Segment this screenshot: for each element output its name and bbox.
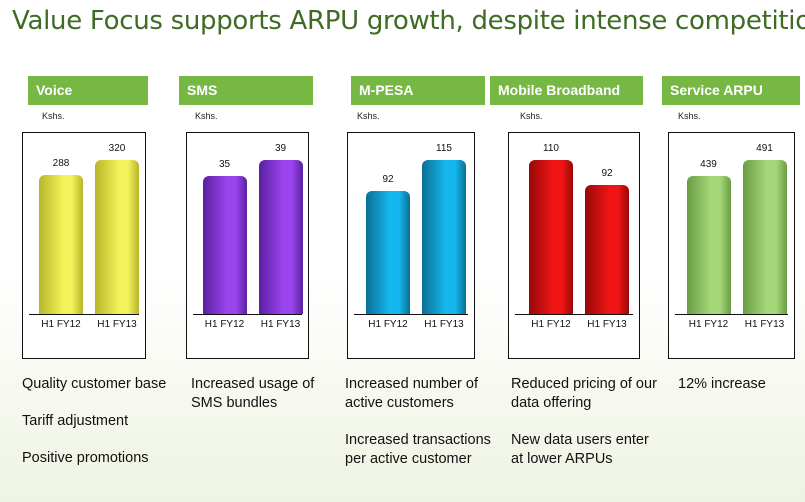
tick-label: H1 FY12: [688, 319, 729, 330]
x-axis: [354, 314, 468, 315]
commentary: Increased usage of SMS bundles: [191, 375, 331, 431]
note: Increased transactions per active custom…: [345, 432, 491, 467]
note: Positive promotions: [22, 450, 149, 466]
chart-box: 92 H1 FY12 115 H1 FY13: [347, 132, 475, 359]
tick-label: H1 FY13: [260, 319, 301, 330]
tick-label: H1 FY13: [744, 319, 785, 330]
x-axis: [515, 314, 633, 315]
note: 12% increase: [678, 376, 766, 392]
data-label: 35: [218, 159, 231, 170]
chart-title: SMS: [179, 76, 313, 105]
unit-label: Kshs.: [520, 111, 543, 121]
unit-label: Kshs.: [357, 111, 380, 121]
chart-title: Voice: [28, 76, 148, 105]
bar: [422, 160, 466, 314]
commentary: Increased number of active customers Incr…: [345, 375, 495, 487]
slide-title: Value Focus supports ARPU growth, despit…: [12, 6, 805, 36]
data-label: 288: [52, 158, 70, 169]
unit-label: Kshs.: [678, 111, 701, 121]
bar: [258, 160, 303, 314]
chart-box: 288 H1 FY12 320 H1 FY13: [22, 132, 146, 359]
tick-label: H1 FY12: [531, 319, 571, 330]
bar: [529, 160, 573, 314]
tick-label: H1 FY13: [587, 319, 627, 330]
data-label: 439: [700, 159, 717, 170]
note: Tariff adjustment: [22, 413, 129, 429]
chart-title: M-PESA: [351, 76, 485, 105]
note: Increased number of active customers: [345, 376, 478, 411]
bar: [202, 176, 247, 314]
data-label: 92: [601, 168, 613, 179]
unit-label: Kshs.: [195, 111, 218, 121]
tick-label: H1 FY12: [41, 319, 81, 330]
chart-box: 35 H1 FY12 39 H1 FY13: [186, 132, 309, 359]
x-axis: [29, 314, 139, 315]
x-axis: [193, 314, 302, 315]
note: New data users enter at lower ARPUs: [511, 432, 649, 467]
unit-label: Kshs.: [42, 111, 65, 121]
data-label: 39: [274, 143, 287, 154]
tick-label: H1 FY12: [368, 319, 408, 330]
tick-label: H1 FY12: [204, 319, 245, 330]
bar: [366, 191, 410, 314]
bar: [686, 176, 731, 314]
note: Increased usage of SMS bundles: [191, 376, 315, 411]
note: Reduced pricing of our data offering: [511, 376, 657, 411]
commentary: Reduced pricing of our data offering New …: [511, 375, 661, 487]
note: Quality customer base: [22, 376, 167, 392]
data-label: 320: [108, 143, 126, 154]
bar: [95, 160, 139, 314]
data-label: 92: [382, 174, 394, 185]
bar: [585, 185, 629, 314]
commentary: 12% increase: [678, 375, 803, 412]
chart-box: 439 H1 FY12 491 H1 FY13: [668, 132, 795, 359]
commentary: Quality customer base Tariff adjustment Po…: [22, 375, 172, 486]
bar: [39, 175, 83, 314]
x-axis: [675, 314, 788, 315]
chart-box: 110 H1 FY12 92 H1 FY13: [508, 132, 640, 359]
chart-title: Mobile Broadband: [490, 76, 643, 105]
chart-title: Service ARPU: [662, 76, 800, 105]
tick-label: H1 FY13: [424, 319, 464, 330]
data-label: 115: [436, 143, 452, 154]
data-label: 491: [756, 143, 773, 154]
tick-label: H1 FY13: [97, 319, 137, 330]
bar: [742, 160, 787, 314]
data-label: 110: [543, 143, 559, 154]
